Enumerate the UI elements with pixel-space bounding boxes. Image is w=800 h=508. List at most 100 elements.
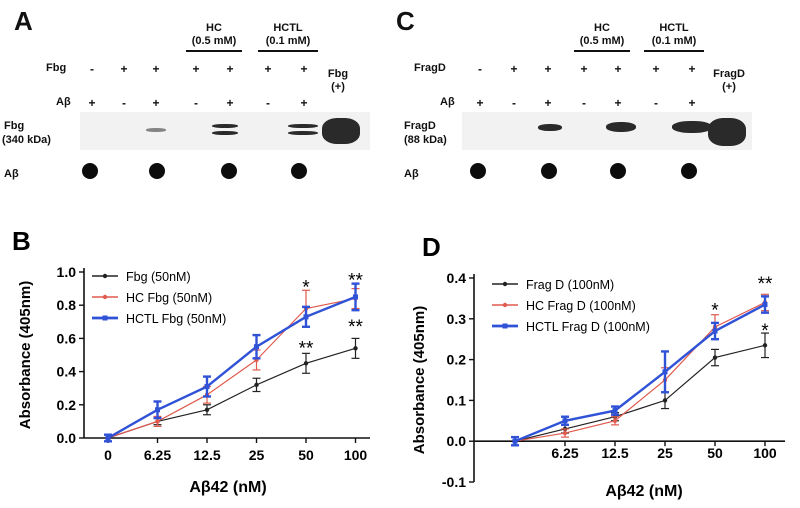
panel-c-row2-sign: - [582, 96, 586, 110]
blot-control-band [708, 118, 746, 146]
control-name-c: FragD [713, 68, 745, 80]
group-hc-underline-c [574, 50, 630, 52]
control-tag-a: (+) [331, 81, 345, 93]
significance-marker: ** [348, 317, 363, 338]
panel-a-row1-sign: + [152, 62, 160, 76]
data-point [303, 314, 309, 320]
y-tick-label: -0.1 [442, 474, 466, 490]
dot-blot-spot [221, 163, 237, 179]
x-tick-label: 6.25 [144, 447, 171, 463]
dot-label-a: Aβ [4, 168, 19, 180]
panel-a-row2-sign: - [122, 96, 126, 110]
data-point [155, 419, 160, 424]
group-hctl-underline-a [258, 50, 318, 52]
blot-band [212, 131, 238, 135]
panel-c-row2-sign: + [476, 96, 484, 110]
blot-band [212, 124, 238, 128]
blot-band [288, 124, 318, 128]
y-tick-label: 0.4 [447, 270, 467, 286]
group-hctl-name-a: HCTL [273, 22, 303, 34]
significance-marker: * [302, 277, 310, 298]
panel-c-row2-sign: - [512, 96, 516, 110]
series-line [107, 297, 356, 439]
panel-a-row2-sign: + [300, 96, 308, 110]
panel-c-row1-sign: + [580, 62, 588, 76]
group-hctl-conc-a: (0.1 mM) [265, 35, 311, 47]
y-tick-label: 0.0 [57, 430, 77, 446]
y-tick-label: 1.0 [57, 264, 77, 280]
x-tick-label: 50 [298, 447, 314, 463]
series-line [514, 344, 766, 442]
x-tick-label: 6.25 [551, 445, 578, 461]
data-point [712, 328, 718, 334]
y-axis-label: Absorbance (405nm) [17, 281, 34, 429]
group-hc-a: HC (0.5 mM) [184, 22, 244, 48]
row1-label-a: Fbg [46, 62, 67, 74]
significance-marker: * [711, 301, 719, 322]
panel-a-row2-sign: + [152, 96, 160, 110]
legend-label: Fbg (50nM) [126, 270, 191, 284]
data-point [762, 302, 768, 308]
data-point [612, 408, 618, 414]
panel-a-row1-sign: - [90, 62, 94, 76]
y-tick-label: 0.8 [57, 297, 77, 313]
data-point [204, 384, 210, 390]
data-point [254, 382, 259, 388]
data-point [612, 418, 618, 423]
legend-marker [102, 315, 108, 321]
panel-a-row1-sign: + [226, 62, 234, 76]
data-point [105, 435, 111, 441]
series-3: HCTL Fbg (50nM) [92, 282, 360, 443]
panel-c-row1-sign: + [614, 62, 622, 76]
data-point [762, 343, 768, 348]
data-point [155, 407, 160, 413]
y-tick-label: 0.1 [447, 392, 467, 408]
panel-letter-d: D [422, 232, 441, 262]
dot-blot-spot [470, 163, 486, 179]
legend-label: HC Frag D (100nM) [526, 299, 636, 313]
legend-marker [102, 294, 108, 300]
group-hctl-conc-c: (0.1 mM) [651, 35, 697, 47]
legend-marker [502, 323, 508, 329]
series-line [107, 347, 356, 439]
data-point [512, 438, 518, 444]
group-hctl-underline-c [644, 50, 704, 52]
chart-d: D -0.1 0.0 0.1 0.2 0.3 0.4 6.25 12.5 25 50 100 Aβ42 … [411, 232, 785, 500]
dot-blot-spot [681, 163, 697, 179]
control-tag-c: (+) [722, 81, 736, 93]
group-hctl-c: HCTL (0.1 mM) [642, 22, 706, 48]
group-hc-c: HC (0.5 mM) [572, 22, 632, 48]
blot-label-a: Fbg [4, 120, 25, 132]
x-tick-label: 25 [657, 445, 673, 461]
x-tick-label: 100 [344, 447, 368, 463]
blot-band [672, 121, 712, 133]
data-point [662, 369, 668, 375]
data-point [204, 407, 210, 412]
data-point [353, 294, 358, 300]
dot-blot-spot [149, 163, 165, 179]
y-tick-label: 0.2 [447, 352, 467, 368]
x-tick-label: 12.5 [193, 447, 220, 463]
panel-letter-c: C [396, 6, 415, 36]
data-point [353, 346, 358, 351]
row2-label-a: Aβ [56, 96, 71, 108]
legend-label: HC Fbg (50nM) [126, 291, 212, 305]
series-3: HCTL Frag D (100nM) [492, 295, 769, 447]
panel-c-row1-sign: + [510, 62, 518, 76]
row2-label-c: Aβ [440, 96, 455, 108]
x-tick-label: 25 [249, 447, 265, 463]
panel-c-row1-sign: + [688, 62, 696, 76]
significance-marker: ** [348, 271, 363, 292]
dot-blot-spot [291, 163, 307, 179]
x-axis-label: Aβ42 (nM) [189, 479, 266, 496]
blot-band [538, 124, 562, 131]
panel-c-row1-sign: + [544, 62, 552, 76]
blot-mw-c: (88 kDa) [404, 134, 447, 146]
y-tick-label: 0.6 [57, 330, 77, 346]
blot-control-band [322, 118, 360, 144]
x-axis-label: Aβ42 (nM) [605, 483, 682, 500]
panel-letter-a: A [14, 6, 33, 36]
panel-a-row1-sign: + [300, 62, 308, 76]
series-line [107, 295, 356, 440]
panel-a-row1-sign: + [192, 62, 200, 76]
